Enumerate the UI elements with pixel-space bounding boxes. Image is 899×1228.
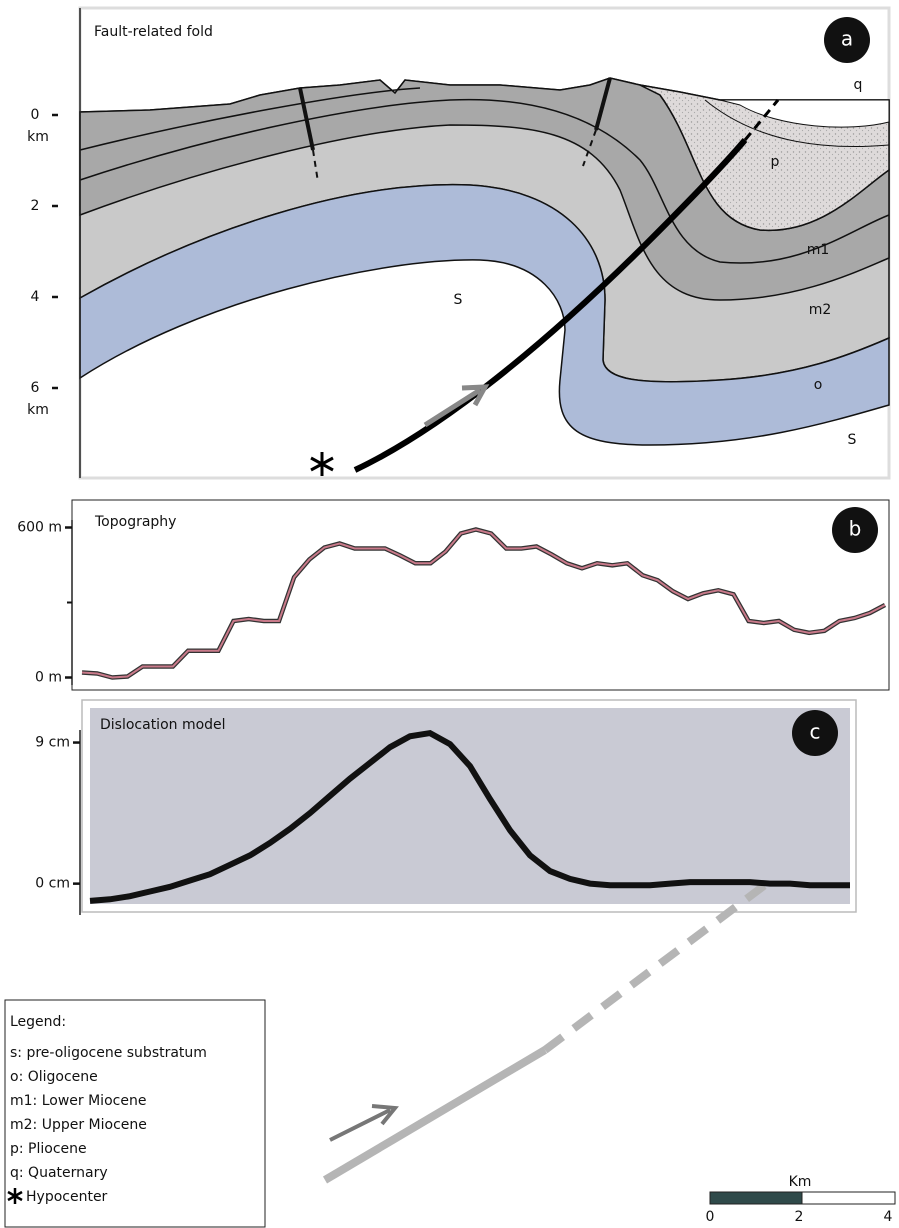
slip-arrow [330, 1106, 395, 1140]
panel-a: Fault-related fold a [80, 8, 889, 478]
legend-item: s: pre-oligocene substratum [10, 1045, 207, 1061]
scale-tick-label: 4 [884, 1209, 893, 1225]
scale-bar-light [802, 1192, 895, 1204]
legend-item: o: Oligocene [10, 1069, 98, 1085]
layer-label: S [848, 432, 857, 448]
depth-tick-label: 0 [31, 107, 40, 123]
layer-label: o [814, 377, 823, 393]
scale-tick-label: 0 [706, 1209, 715, 1225]
scale-bar-dark [710, 1192, 802, 1204]
panel-title: Fault-related fold [94, 24, 213, 40]
layer-label: q [854, 77, 863, 93]
page: Fault-related fold a 0 km 2 4 6 km q p m1 m2 o S S 0 … [0, 0, 899, 1228]
panel-letter: c [810, 720, 821, 744]
layer-label: p [771, 154, 780, 170]
legend-item: Hypocenter [26, 1189, 108, 1205]
panel-title: Topography [94, 514, 176, 530]
legend-title: Legend: [10, 1014, 66, 1030]
layer-label: S [454, 292, 463, 308]
legend-item: p: Pliocene [10, 1141, 87, 1157]
depth-unit: km [27, 129, 49, 145]
panel-letter: b [849, 517, 862, 541]
figure: Fault-related fold a 0 km 2 4 6 km q p m1 m2 o S S 0 … [0, 0, 899, 1228]
depth-tick-label: 4 [31, 289, 40, 305]
fault-projection [325, 1050, 545, 1180]
layer-label: m1 [807, 242, 830, 258]
legend-item: m1: Lower Miocene [10, 1093, 146, 1109]
layer-label: m2 [809, 302, 832, 318]
scale-unit: Km [789, 1174, 812, 1190]
y-tick-label: 0 cm [35, 876, 70, 892]
y-tick-label: 9 cm [35, 735, 70, 751]
scale-tick-label: 2 [795, 1209, 804, 1225]
legend-item: q: Quaternary [10, 1165, 108, 1181]
y-tick-label: 0 m [35, 670, 62, 686]
legend-item: m2: Upper Miocene [10, 1117, 147, 1133]
y-tick-label: 600 m [17, 520, 62, 536]
panel-letter: a [841, 27, 853, 51]
panel-title: Dislocation model [100, 717, 226, 733]
depth-unit: km [27, 402, 49, 418]
depth-tick-label: 2 [31, 198, 40, 214]
depth-tick-label: 6 [31, 380, 40, 396]
